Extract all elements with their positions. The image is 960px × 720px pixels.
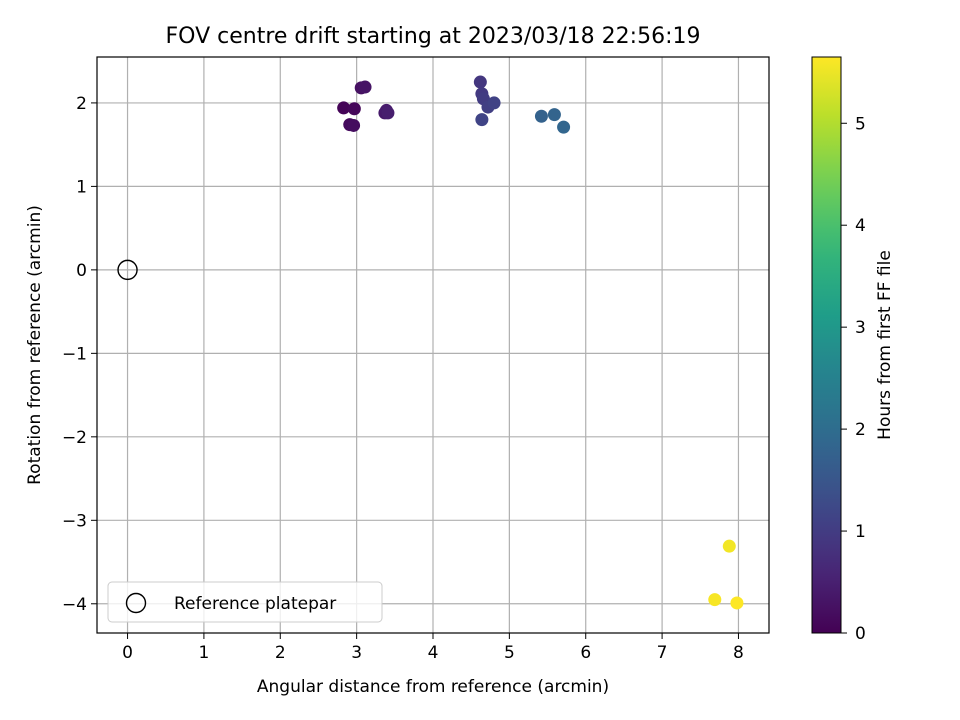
data-point: [381, 106, 395, 120]
scatter-points: [337, 75, 744, 610]
y-tick-label: 2: [76, 94, 87, 114]
data-point: [347, 102, 361, 116]
data-point: [557, 120, 571, 134]
data-point: [730, 596, 744, 610]
x-axis-ticks: 0 1 2 3 4 5 6 7 8: [122, 633, 744, 663]
data-point: [534, 109, 548, 123]
y-tick-label: −3: [62, 511, 87, 531]
x-tick-label: 5: [504, 643, 515, 663]
data-point: [708, 593, 722, 607]
x-tick-label: 3: [351, 643, 362, 663]
x-tick-label: 4: [428, 643, 439, 663]
y-axis-ticks: −4 −3 −2 −1 0 1 2: [62, 94, 97, 615]
y-axis-label: Rotation from reference (arcmin): [25, 205, 45, 485]
data-point: [347, 118, 361, 132]
data-point: [722, 539, 736, 553]
y-tick-label: 1: [76, 177, 87, 197]
x-tick-label: 0: [122, 643, 133, 663]
y-tick-label: −2: [62, 428, 87, 448]
chart-title: FOV centre drift starting at 2023/03/18 …: [166, 24, 701, 49]
colorbar-tick-label: 5: [855, 114, 866, 134]
data-point: [487, 96, 501, 110]
plot-frame: [96, 56, 770, 634]
reference-marker: [117, 259, 138, 281]
legend-entry-reference: Reference platepar: [174, 594, 336, 614]
x-tick-label: 2: [275, 643, 286, 663]
data-point: [473, 75, 487, 89]
y-tick-label: −4: [62, 595, 87, 615]
data-point: [337, 101, 351, 115]
x-tick-label: 1: [198, 643, 209, 663]
colorbar-tick-label: 2: [855, 420, 866, 440]
y-tick-label: −1: [62, 344, 87, 364]
grid-lines: [97, 57, 769, 633]
data-point: [547, 108, 561, 122]
colorbar-tick-label: 0: [855, 624, 866, 644]
reference-point: [117, 259, 138, 281]
legend-box: [107, 581, 383, 623]
x-tick-label: 6: [580, 643, 591, 663]
x-tick-label: 7: [657, 643, 668, 663]
colorbar: [811, 56, 842, 634]
colorbar-tick-label: 3: [855, 318, 866, 338]
data-point: [358, 80, 372, 94]
colorbar-tick-label: 1: [855, 522, 866, 542]
legend-marker: [125, 592, 147, 614]
x-tick-label: 8: [733, 643, 744, 663]
colorbar-label: Hours from first FF file: [875, 250, 895, 440]
legend: Reference platepar: [107, 581, 383, 623]
data-point: [475, 113, 489, 127]
x-axis-label: Angular distance from reference (arcmin): [257, 677, 609, 697]
colorbar-ticks: 0 1 2 3 4 5: [841, 114, 866, 644]
y-tick-label: 0: [76, 261, 87, 281]
colorbar-tick-label: 4: [855, 216, 866, 236]
